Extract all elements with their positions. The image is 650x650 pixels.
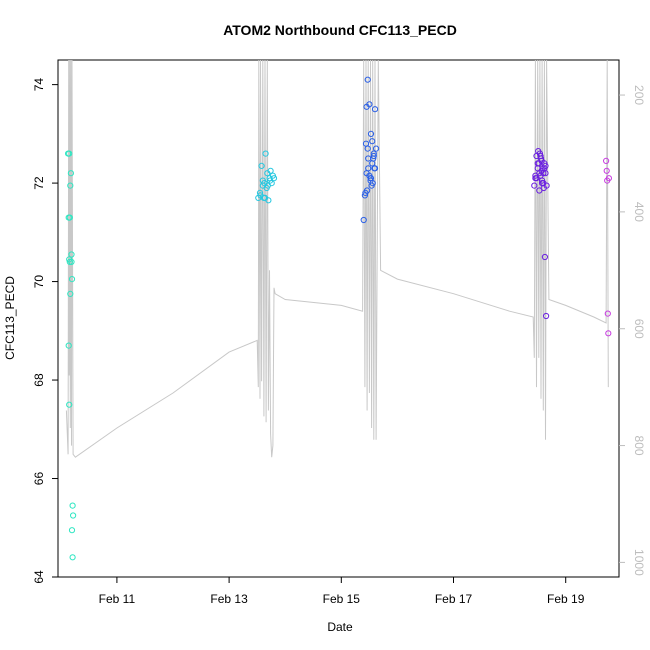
data-point xyxy=(257,192,264,199)
chart-title: ATOM2 Northbound CFC113_PECD xyxy=(223,22,457,38)
y2-tick-label: 800 xyxy=(632,436,646,456)
data-point xyxy=(542,170,549,177)
data-point xyxy=(369,138,376,145)
x-axis-label: Date xyxy=(327,620,353,634)
data-point xyxy=(67,290,74,297)
data-point xyxy=(362,189,369,196)
data-point xyxy=(68,258,75,265)
data-point xyxy=(366,101,373,108)
data-point xyxy=(371,106,379,113)
y2-tick-label: 600 xyxy=(632,319,646,339)
data-point xyxy=(605,330,612,337)
data-point xyxy=(370,152,377,160)
y-tick-label: 70 xyxy=(32,275,46,289)
y2-tick-label: 1000 xyxy=(632,549,646,576)
x-tick-label: Feb 13 xyxy=(210,592,248,606)
y-tick-label: 74 xyxy=(32,78,46,92)
data-point xyxy=(603,167,610,174)
data-point xyxy=(364,145,371,152)
data-point xyxy=(541,253,549,261)
x-tick-label: Feb 17 xyxy=(435,592,473,606)
data-point xyxy=(537,152,544,160)
data-points-group xyxy=(65,76,613,561)
data-point xyxy=(367,130,375,137)
data-point xyxy=(370,150,377,157)
data-point xyxy=(532,172,539,179)
data-point xyxy=(371,165,379,172)
data-point xyxy=(364,76,371,83)
data-point xyxy=(369,160,376,167)
data-point xyxy=(367,175,375,182)
y-tick-label: 68 xyxy=(32,373,46,387)
data-point xyxy=(259,177,266,184)
y-tick-label: 64 xyxy=(32,570,46,584)
data-point xyxy=(70,512,77,519)
altitude-line-group xyxy=(65,59,609,458)
data-point xyxy=(539,180,546,187)
y-tick-label: 66 xyxy=(32,472,46,486)
plot-area-frame xyxy=(57,59,620,578)
data-point xyxy=(361,192,368,199)
data-point xyxy=(360,216,367,224)
data-point xyxy=(534,160,541,167)
data-point xyxy=(536,187,543,194)
y2-tick-label: 400 xyxy=(632,202,646,222)
data-point xyxy=(262,150,269,157)
data-point xyxy=(365,165,372,172)
data-point xyxy=(67,170,75,177)
data-point xyxy=(604,310,611,317)
data-point xyxy=(603,157,610,164)
data-point xyxy=(66,401,73,408)
data-point xyxy=(256,189,264,196)
data-point xyxy=(367,177,374,184)
data-point xyxy=(66,150,73,157)
data-point xyxy=(543,312,550,320)
data-point xyxy=(65,342,72,349)
data-point xyxy=(69,554,76,561)
data-point xyxy=(68,251,75,258)
data-point xyxy=(66,214,73,221)
altitude-line xyxy=(65,59,609,458)
data-point xyxy=(605,175,613,182)
data-point xyxy=(261,194,269,201)
data-point xyxy=(66,258,73,265)
data-point xyxy=(258,162,265,169)
data-point xyxy=(267,177,274,184)
y-axis-label: CFC113_PECD xyxy=(3,276,17,360)
x-tick-label: Feb 11 xyxy=(99,592,136,606)
x-tick-label: Feb 15 xyxy=(323,592,361,606)
y-tick-label: 72 xyxy=(32,176,46,190)
data-point xyxy=(67,182,74,189)
data-point xyxy=(264,182,271,189)
data-point xyxy=(68,527,76,534)
x-tick-label: Feb 19 xyxy=(547,592,585,606)
data-point xyxy=(69,502,76,509)
data-point xyxy=(531,182,538,189)
data-point xyxy=(68,276,76,283)
y2-tick-label: 200 xyxy=(632,85,646,105)
data-point xyxy=(373,145,380,152)
data-point xyxy=(267,167,274,174)
data-point xyxy=(537,155,545,162)
